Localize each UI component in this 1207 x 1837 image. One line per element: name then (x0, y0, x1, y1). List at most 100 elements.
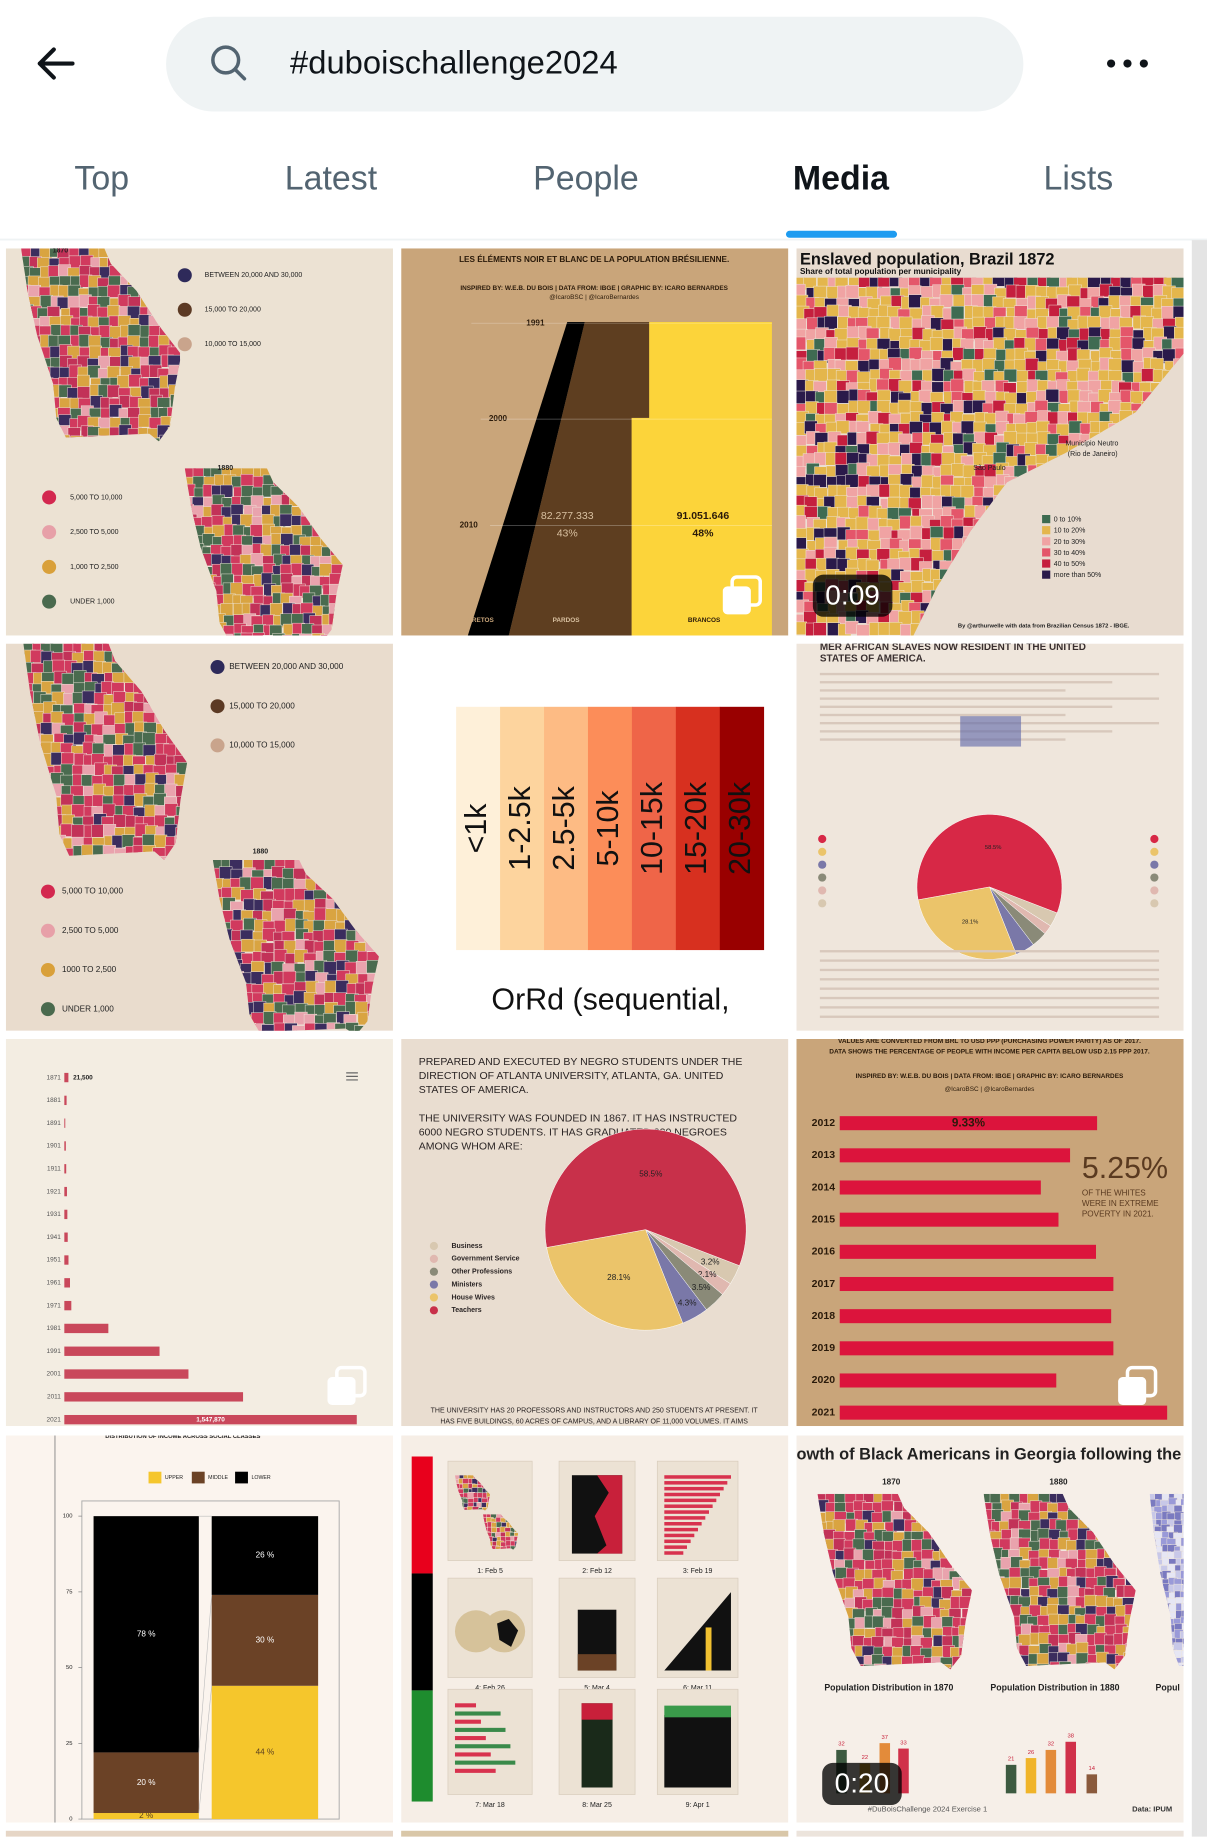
media-tile[interactable]: owth of Black Americans in Georgia follo… (796, 1435, 1207, 1823)
multi-icon (327, 1376, 356, 1406)
annotation: 5.25% (1082, 1151, 1168, 1185)
shape (664, 1522, 702, 1526)
legend-swatch (235, 1471, 248, 1484)
tab[interactable]: Top (74, 159, 129, 197)
map-region (887, 442, 902, 456)
legend-swatch (210, 699, 225, 714)
map-region (52, 659, 66, 673)
bar (64, 1095, 67, 1106)
year-label: 1880 (1049, 1477, 1068, 1486)
map-region (252, 632, 265, 636)
tab[interactable]: Lists (1043, 159, 1113, 197)
map-region (127, 324, 141, 338)
media-tile[interactable]: 1: Feb 5 2: Feb 12 3: Feb 19 4: Feb 26 5: Ma… (401, 1435, 789, 1823)
tab[interactable]: People (533, 159, 639, 197)
map-region (219, 866, 233, 880)
tab-indicator (785, 230, 898, 238)
map-region (1009, 1576, 1022, 1590)
media-tile[interactable]: SLAVES NOW RESIDENT IN THE UNITED STATES… (401, 1031, 789, 1427)
shape (454, 1703, 477, 1708)
map-region (1035, 338, 1049, 352)
shape (664, 1705, 731, 1718)
value-label: 28.1% (962, 919, 979, 925)
value-label: 44 % (256, 1748, 275, 1757)
pie-slice (546, 1229, 684, 1331)
bar (898, 1748, 909, 1794)
value-label: 33 (900, 1740, 906, 1746)
legend-label: BETWEEN 20,000 AND 30,000 (205, 272, 303, 279)
bar (64, 1323, 109, 1334)
bar (64, 1346, 160, 1356)
connector (198, 1594, 212, 1753)
media-tile[interactable]: LES ÉLÉMENTS NOIR ET BLANC DE LA POPULAT… (401, 248, 789, 636)
legend-dot (429, 1241, 439, 1251)
map-region (289, 544, 303, 557)
heading: MER AFRICAN SLAVES NOW RESIDENT IN THE U… (820, 642, 1086, 653)
map-region (1181, 1551, 1184, 1561)
map-region (845, 285, 859, 299)
value-label: 22 (862, 1755, 868, 1761)
map-region (823, 390, 838, 404)
shape (664, 1516, 706, 1520)
year-label: 2000 (489, 414, 508, 423)
map-region (836, 390, 850, 404)
media-tile[interactable]: <1k 1-2.5k 2.5-5k 5-10k 10-15k 15-20k 20-30k Or… (401, 643, 789, 1031)
y-tick-label: 1891 (47, 1120, 62, 1127)
value-label: 26 (1028, 1750, 1034, 1756)
tab[interactable]: Media (793, 159, 890, 197)
bar (839, 1373, 1057, 1388)
y-tick-label: 2018 (812, 1310, 836, 1322)
map-region (1181, 1579, 1184, 1589)
map-region (482, 1506, 490, 1511)
tab[interactable]: Latest (285, 159, 378, 197)
bar-segment (211, 1594, 319, 1686)
y-tick-label: 1901 (47, 1143, 62, 1150)
map-region (814, 368, 828, 382)
map-region (824, 315, 838, 330)
map-region (826, 304, 841, 319)
caption: OrRd (sequential, (491, 983, 729, 1017)
map-region (1180, 1563, 1184, 1574)
map-region (1179, 1545, 1184, 1556)
map-region (1119, 336, 1134, 350)
duration-badge (822, 1762, 902, 1806)
legend-dot (818, 886, 827, 895)
map-region (796, 336, 806, 351)
legend-label: 10,000 TO 15,000 (229, 741, 295, 750)
legend-label: Government Service (451, 1256, 519, 1263)
next-row-peek (5, 1830, 393, 1837)
map-region (899, 557, 913, 571)
more-button[interactable] (1107, 59, 1148, 68)
media-tile[interactable]: MER AFRICAN SLAVES NOW RESIDENT IN THE U… (796, 642, 1184, 1031)
map-region (272, 633, 286, 636)
bar (1086, 1774, 1098, 1794)
value-label: 28.1% (607, 1273, 630, 1282)
map-region (1180, 1616, 1184, 1627)
map-region (220, 633, 233, 636)
multi-icon (722, 586, 751, 615)
faint-text (819, 959, 1160, 962)
map-region (241, 938, 255, 953)
caption: 3: Feb 19 (683, 1568, 713, 1575)
media-tile[interactable]: 1871 21,500 1881 1891 1901 1911 1921 1931 1941 19… (5, 1038, 393, 1427)
back-button[interactable] (37, 47, 75, 80)
tile-background (5, 1435, 393, 1823)
source: Data: IPUM (1132, 1805, 1172, 1814)
map-region (911, 1578, 924, 1591)
faint-text (819, 689, 1066, 692)
map-region (76, 374, 90, 388)
media-tile[interactable]: 1880 BETWEEN 20,000 AND 30,000 15,000 TO 2… (5, 640, 393, 1039)
media-tile[interactable]: DISTRIBUTION OF INCOME ACROSS SOCIAL CLA… (5, 1434, 393, 1823)
group-label: PARDOS (553, 617, 581, 624)
search-box[interactable] (166, 16, 1024, 112)
map-region (899, 316, 913, 331)
media-tile[interactable]: VALUES ARE CONVERTED FROM BRL TO USD PPP… (796, 1038, 1184, 1427)
map-region (1141, 368, 1155, 382)
legend-dot (1150, 886, 1159, 895)
stripe (411, 1456, 433, 1574)
legend-label: 1000 TO 2,500 (62, 965, 117, 974)
media-tile[interactable]: 1870 1880 BETWEEN 20,000 AND 30,000 15,000 … (5, 245, 393, 648)
legend-dot (429, 1254, 439, 1263)
map-region (109, 326, 123, 339)
